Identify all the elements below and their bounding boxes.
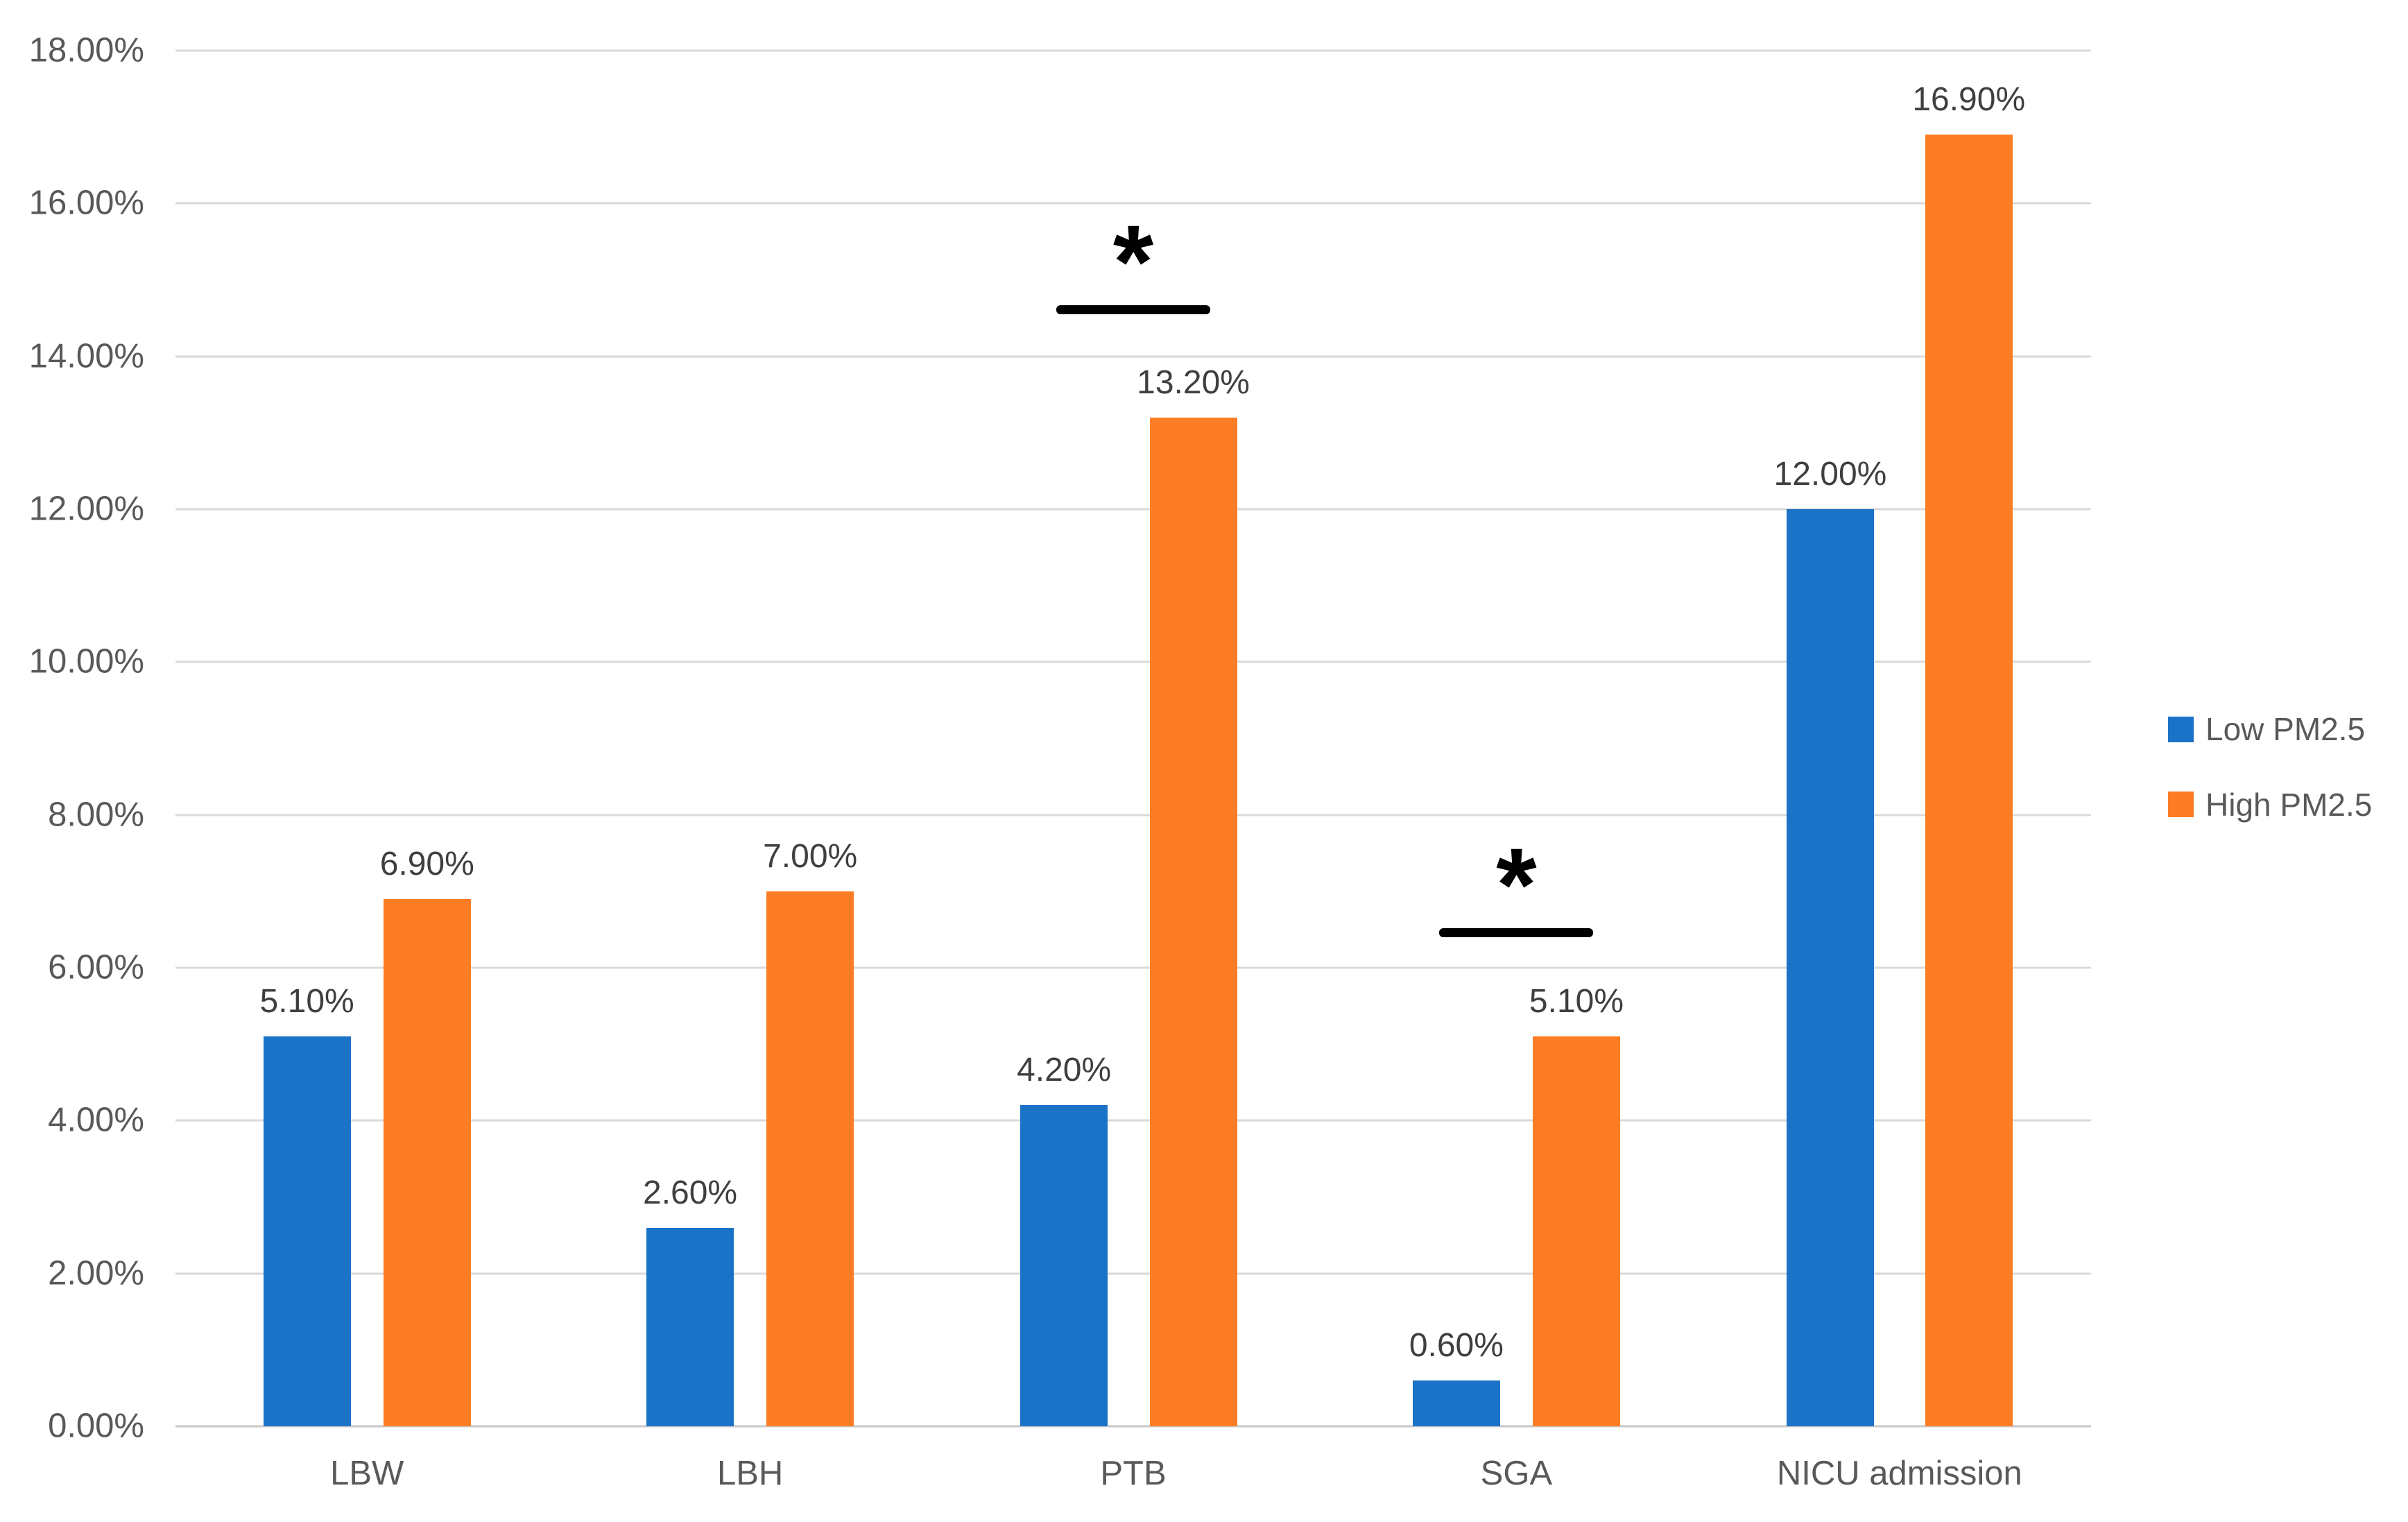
bar-value-label: 0.60% — [1409, 1326, 1504, 1364]
bar-column-low-pm2-5-lbw: 5.10% — [260, 51, 354, 1426]
significance-annotation-sga: * — [1439, 826, 1594, 943]
y-tick-label: 6.00% — [48, 948, 144, 986]
category-label-lbw: LBW — [330, 1455, 404, 1492]
bar-high-pm2-5-lbw — [383, 898, 471, 1426]
y-tick-label: 12.00% — [28, 490, 144, 528]
y-tick-label: 2.00% — [48, 1254, 144, 1292]
bar-value-label: 5.10% — [1529, 983, 1624, 1020]
y-axis: 0.00% 2.00% 4.00% 6.00% 8.00% 10.00% 12.00% 14.… — [0, 33, 144, 1443]
legend-entry-low-pm2-5: Low PM2.5 — [2168, 712, 2372, 747]
y-tick-label: 0.00% — [48, 1407, 144, 1445]
bar-column-high-pm2-5-sga: 5.10% — [1529, 51, 1624, 1426]
bar-column-low-pm2-5-lbh: 2.60% — [643, 51, 737, 1426]
plot-area: 5.10% 6.90% 2.60% 7.00% 4.20% 13.20% * 0.60% 5.1… — [175, 49, 2091, 1428]
bar-pair: 12.00% 16.90% — [1708, 51, 2091, 1426]
significance-annotation-ptb: * — [1056, 203, 1211, 320]
category-label-lbh: LBH — [716, 1455, 784, 1492]
category-label-ptb: PTB — [1100, 1455, 1167, 1492]
bar-value-label: 12.00% — [1773, 456, 1887, 493]
gridline-2-00 — [175, 1272, 2091, 1275]
bar-high-pm2-5-lbh — [766, 891, 854, 1426]
legend: Low PM2.5 High PM2.5 — [2168, 712, 2372, 822]
bar-value-label: 2.60% — [643, 1174, 738, 1211]
bar-value-label: 16.90% — [1912, 81, 2026, 119]
significance-line — [1056, 305, 1211, 315]
significance-star: * — [1496, 826, 1537, 943]
bar-pair: 5.10% 6.90% — [175, 51, 558, 1426]
bar-column-low-pm2-5-ptb: 4.20% — [1017, 51, 1111, 1426]
bar-group-sga: 0.60% 5.10% * — [1325, 51, 1708, 1426]
category-label-nicu-admission: NICU admission — [1776, 1455, 2022, 1492]
bar-column-high-pm2-5-lbw: 6.90% — [380, 51, 474, 1426]
legend-swatch-icon — [2168, 716, 2194, 742]
gridline-16-00 — [175, 202, 2091, 205]
category-label-sga: SGA — [1480, 1455, 1553, 1492]
bar-low-pm2-5-lbh — [646, 1227, 734, 1426]
bar-low-pm2-5-ptb — [1020, 1105, 1108, 1426]
bar-group-lbh: 2.60% 7.00% — [558, 51, 941, 1426]
legend-entry-high-pm2-5: High PM2.5 — [2168, 787, 2372, 823]
bar-column-high-pm2-5-nicu-admission: 16.90% — [1912, 51, 2025, 1426]
y-tick-label: 8.00% — [48, 796, 144, 834]
gridline-8-00 — [175, 814, 2091, 816]
bar-low-pm2-5-nicu-admission — [1786, 509, 1874, 1426]
bar-pair: 2.60% 7.00% — [558, 51, 941, 1426]
gridline-4-00 — [175, 1119, 2091, 1122]
gridline-6-00 — [175, 966, 2091, 969]
bar-groups: 5.10% 6.90% 2.60% 7.00% 4.20% 13.20% * 0.60% 5.1… — [175, 51, 2091, 1426]
bar-low-pm2-5-lbw — [263, 1036, 351, 1426]
bar-column-high-pm2-5-ptb: 13.20% — [1137, 51, 1250, 1426]
y-tick-label: 4.00% — [48, 1101, 144, 1139]
bar-pair: 4.20% 13.20% — [942, 51, 1325, 1426]
bar-group-lbw: 5.10% 6.90% — [175, 51, 558, 1426]
bar-value-label: 13.20% — [1137, 364, 1250, 401]
y-tick-label: 16.00% — [28, 184, 144, 222]
bar-pair: 0.60% 5.10% — [1325, 51, 1708, 1426]
significance-star: * — [1112, 203, 1154, 320]
legend-swatch-icon — [2168, 792, 2194, 818]
bar-column-low-pm2-5-sga: 0.60% — [1409, 51, 1504, 1426]
x-axis: LBW LBH PTB SGA NICU admission — [175, 1457, 2091, 1491]
gridline-10-00 — [175, 660, 2091, 663]
y-tick-label: 18.00% — [28, 31, 144, 69]
bar-value-label: 6.90% — [379, 845, 474, 882]
gridline-14-00 — [175, 355, 2091, 358]
legend-label: High PM2.5 — [2205, 786, 2373, 823]
bar-group-ptb: 4.20% 13.20% * — [942, 51, 1325, 1426]
bar-high-pm2-5-ptb — [1149, 417, 1237, 1426]
bar-low-pm2-5-sga — [1412, 1380, 1500, 1426]
y-tick-label: 14.00% — [28, 337, 144, 375]
bar-value-label: 7.00% — [763, 837, 858, 875]
significance-line — [1439, 927, 1594, 937]
bar-value-label: 5.10% — [259, 983, 354, 1020]
bar-high-pm2-5-nicu-admission — [1925, 135, 2013, 1426]
y-tick-label: 10.00% — [28, 642, 144, 681]
bar-column-high-pm2-5-lbh: 7.00% — [763, 51, 857, 1426]
bar-group-nicu-admission: 12.00% 16.90% — [1708, 51, 2091, 1426]
gridline-0-00 — [175, 1425, 2091, 1428]
gridline-12-00 — [175, 508, 2091, 511]
bar-column-low-pm2-5-nicu-admission: 12.00% — [1773, 51, 1887, 1426]
bar-high-pm2-5-sga — [1532, 1036, 1620, 1426]
legend-label: Low PM2.5 — [2205, 711, 2366, 747]
gridline-18-00 — [175, 49, 2091, 52]
bar-value-label: 4.20% — [1017, 1052, 1112, 1089]
